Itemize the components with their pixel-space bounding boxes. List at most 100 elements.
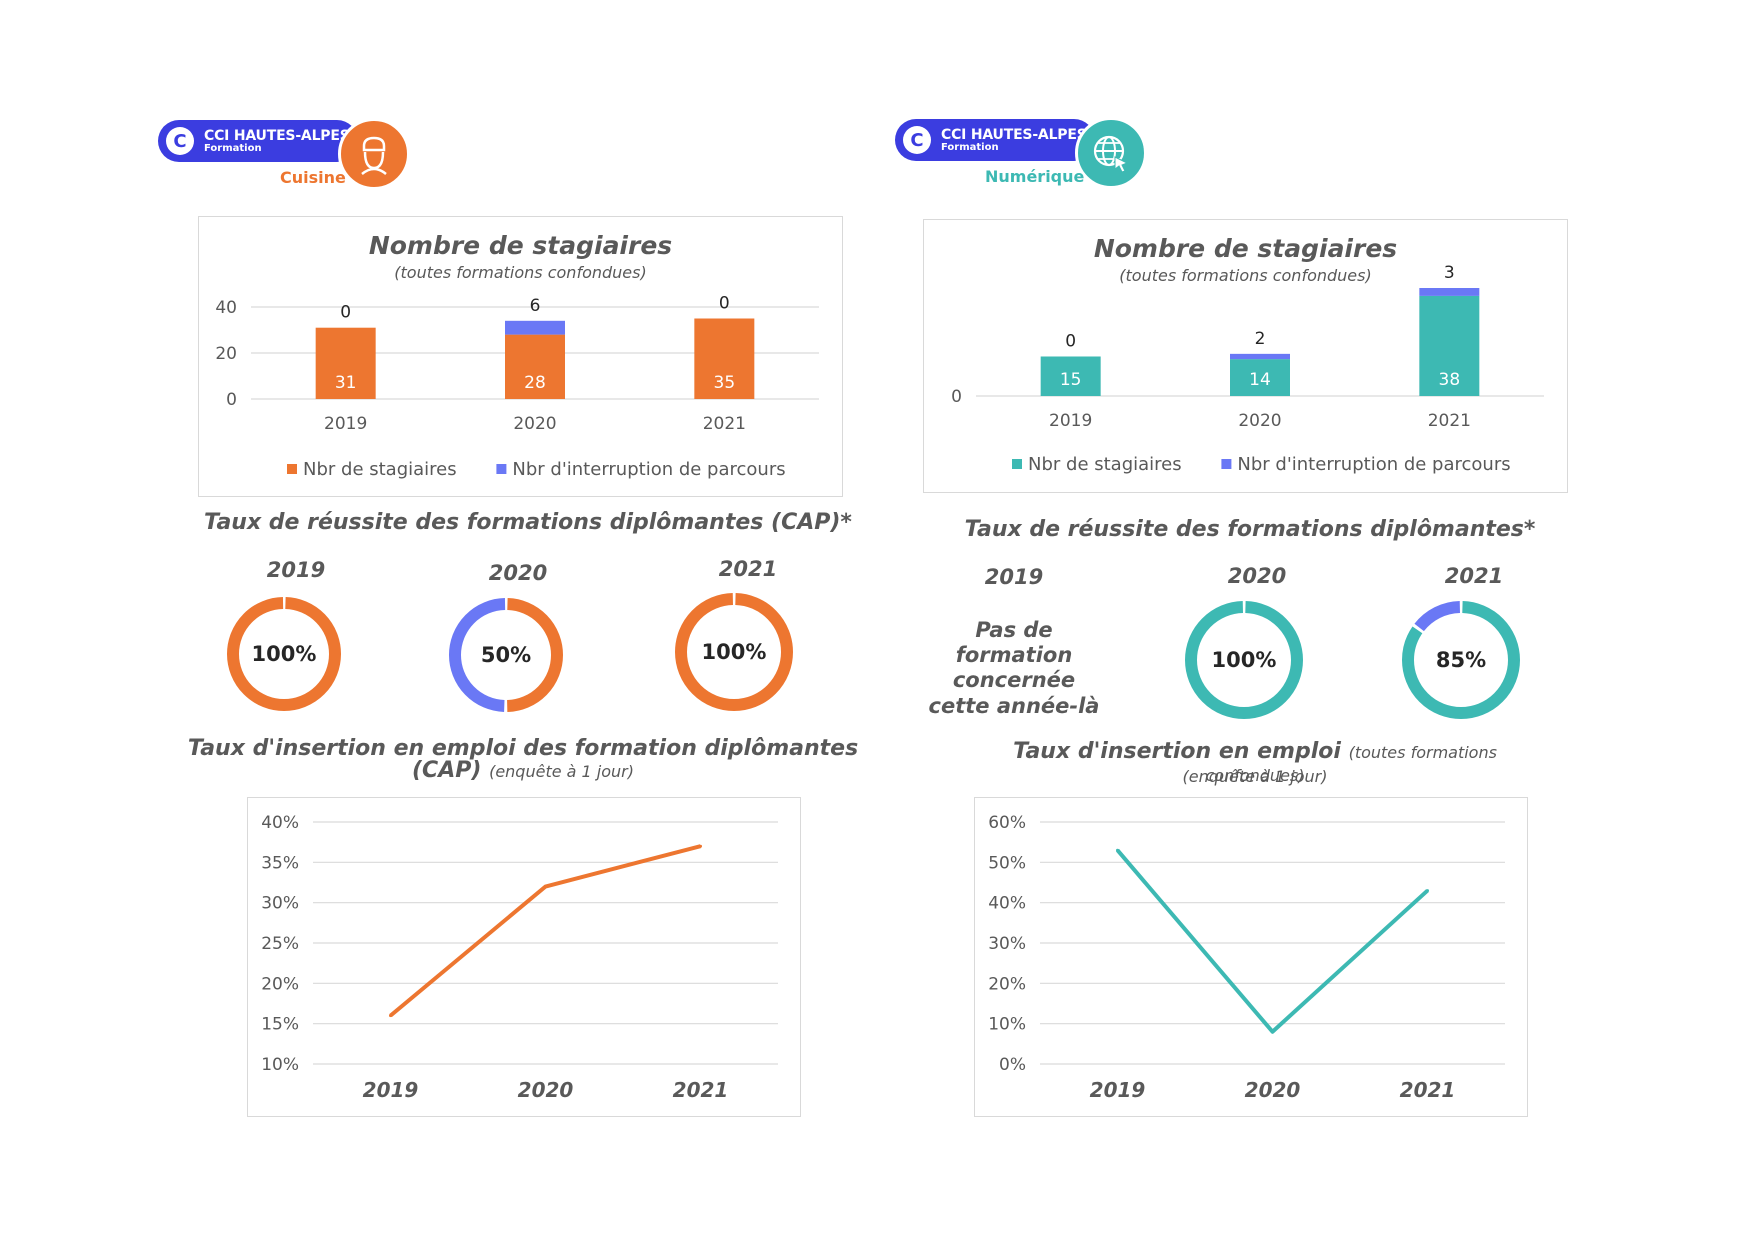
legend-label: Nbr d'interruption de parcours [1237,454,1510,475]
donut-label: 100% [702,640,767,664]
donut-slice [449,598,563,712]
bar [694,318,755,399]
data-point [1116,848,1119,852]
legend-label: Nbr de stagiaires [1028,454,1182,475]
data-label: 35 [714,373,736,393]
y-tick-label: 30% [988,934,1026,954]
y-tick-label: 20% [261,974,299,994]
data-label: 3 [1444,263,1455,283]
data-label: 2 [1255,329,1266,349]
chart-title: Nombre de stagiaires [368,231,673,260]
data-label: 0 [1065,331,1076,351]
y-tick-label: 0% [999,1055,1026,1075]
bar [1230,359,1290,396]
chart-title-note: (enquête à 1 jour) [489,762,634,781]
y-tick-label: 60% [988,813,1026,833]
numerique-stagiaires-chart: 0 15 0 2019 14 2 2020 38 3 2021 Nbr de stagiaires N… [951,263,1544,475]
donut-label: 50% [481,643,531,667]
y-tick-label: 20 [215,344,237,364]
x-tick-label: 2019 [324,414,367,434]
cuisine-insertion-panel: 10% 15% 20% 25% 30% 35% 40% 2019 2020 2021 [247,797,801,1117]
bar [1230,353,1290,360]
donut-label: 100% [1212,648,1277,672]
data-label: 0 [719,294,730,314]
legend-label: Nbr de stagiaires [303,459,457,480]
y-tick-label: 10% [988,1015,1026,1035]
year-label: 2021 [1444,564,1504,588]
logo-line1: CCI HAUTES-ALPES [204,127,350,144]
year-label: 2020 [1227,564,1287,588]
cuisine-logo: C CCI HAUTES-ALPES Formation Cuisine [158,118,418,192]
y-tick-label: 0 [226,390,237,410]
category-label: Numérique [985,167,1085,186]
donut-slice [675,593,793,711]
x-tick-label: 2019 [1049,411,1092,431]
y-tick-label: 50% [988,853,1026,873]
donut-slice [1185,601,1303,719]
data-point [1426,889,1429,893]
x-tick-label: 2021 [1400,1078,1456,1102]
bar [1419,288,1480,296]
cuisine-insertion-chart: 10% 15% 20% 25% 30% 35% 40% 2019 2020 2021 [261,813,778,1102]
y-tick-label: 40% [988,894,1026,914]
series-line [1115,848,1429,1034]
logo-line2: Formation [204,142,262,154]
data-label: 14 [1249,370,1271,390]
bar [1419,295,1480,396]
data-label: 15 [1060,370,1082,390]
bar [505,320,565,335]
year-label: 2020 [488,561,548,585]
legend-swatch [1012,459,1022,469]
bar [1040,356,1101,396]
cci-logo-icon: C [903,126,931,154]
year-label: 2021 [718,557,778,581]
data-point [699,844,702,848]
bar [315,327,376,399]
globe-cursor-icon [1075,117,1147,189]
legend-swatch [496,464,507,474]
y-tick-label: 20% [988,974,1026,994]
y-tick-label: 25% [261,934,299,954]
series-line [389,844,702,1018]
x-tick-label: 2019 [1090,1078,1146,1102]
donut-slice [227,597,341,711]
chart-subtitle: (toutes formations confondues) [1119,266,1372,285]
x-tick-label: 2021 [673,1078,729,1102]
cci-logo-icon: C [166,127,194,155]
no-formation-note: Pas de formation concernée cette année-l… [928,618,1100,718]
x-tick-label: 2020 [1238,411,1281,431]
legend-label: Nbr d'interruption de parcours [512,459,785,480]
numerique-insertion-panel: 0% 10% 20% 30% 40% 50% 60% 2019 2020 2021 [974,797,1528,1117]
y-tick-label: 0 [951,387,962,407]
numerique-insertion-title: Taux d'insertion en emploi (toutes forma… [985,741,1525,787]
data-label: 0 [340,303,351,323]
chart-title: Nombre de stagiaires [1093,234,1398,263]
cci-logo-pill: C CCI HAUTES-ALPES Formation [158,120,358,162]
y-tick-label: 10% [261,1055,299,1075]
y-tick-label: 35% [261,853,299,873]
x-tick-label: 2020 [513,414,556,434]
x-tick-label: 2020 [1245,1078,1301,1102]
cuisine-reussite-donuts: 100% 50% 100% [227,593,793,712]
chart-title-note: (toutes formations confondues) [1205,743,1497,785]
chart-subtitle: (toutes formations confondues) [394,263,647,282]
x-tick-label: 2019 [363,1078,419,1102]
data-label: 31 [335,373,357,393]
logo-line2: Formation [941,141,999,153]
data-point [389,1014,392,1018]
chart-title-text: Taux d'insertion en emploi [1013,739,1341,764]
data-label: 28 [524,373,546,393]
numerique-logo: C CCI HAUTES-ALPES Formation Numérique [895,117,1155,191]
numerique-stagiaires-panel: Nombre de stagiaires (toutes formations … [923,219,1568,493]
cuisine-stagiaires-chart: 0 20 40 31 0 2019 28 6 2020 35 0 2021 Nbr de stagiai… [215,294,819,480]
year-label: 2019 [266,558,326,582]
donut-slice [1402,601,1520,719]
x-tick-label: 2021 [1428,411,1471,431]
chart-title-note2: (enquête à 1 jour) [1182,767,1328,786]
bar [505,334,565,399]
data-point [544,885,547,889]
data-label: 38 [1439,370,1461,390]
legend-swatch [287,464,297,474]
chart-title-text: Taux d'insertion en emploi des formation… [187,736,859,783]
cuisine-reussite-title: Taux de réussite des formations diplôman… [204,510,852,535]
